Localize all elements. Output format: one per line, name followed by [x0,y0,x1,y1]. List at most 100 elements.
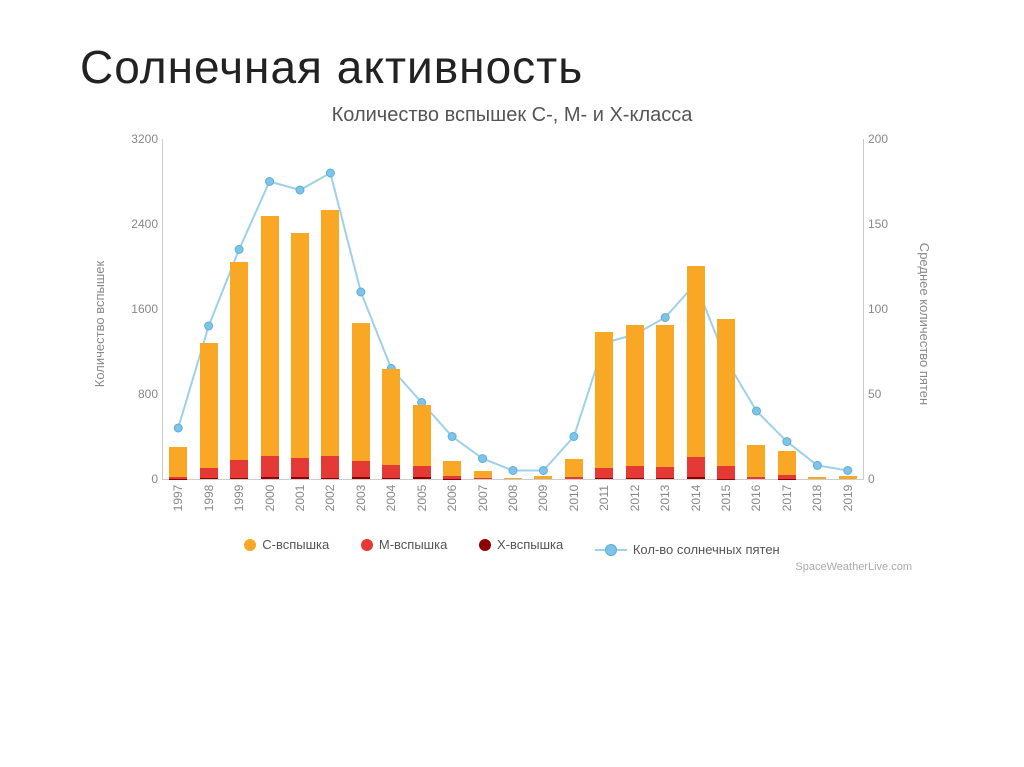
ytick-left: 0 [123,472,158,486]
xtick: 1999 [232,485,246,512]
ytick-right: 150 [868,217,903,231]
bar-group [656,325,674,479]
sunspots-marker [448,433,456,441]
bar-c [595,332,613,468]
bar-x [687,477,705,479]
legend-label-c: C-вспышка [262,537,329,552]
chart-title: Количество вспышек C-, M- и X-класса [102,104,922,127]
bar-c [808,477,826,479]
xtick: 2014 [689,485,703,512]
sunspots-marker [296,186,304,194]
xtick: 2012 [628,485,642,512]
bar-c [687,266,705,457]
sunspots-marker [783,438,791,446]
bar-c [474,471,492,478]
bar-c [200,343,218,468]
sunspots-marker [266,178,274,186]
xtick: 2000 [263,485,277,512]
xtick: 2017 [780,485,794,512]
bar-c [382,369,400,465]
bar-x [261,477,279,479]
xtick: 2007 [476,485,490,512]
bar-group [687,266,705,479]
ytick-left: 800 [123,387,158,401]
xtick: 2003 [354,485,368,512]
xtick: 2002 [323,485,337,512]
xtick: 2010 [567,485,581,512]
sunspots-marker [813,461,821,469]
bar-group [291,233,309,480]
xtick: 2011 [597,485,611,511]
bar-m [413,466,431,477]
sunspots-marker [235,246,243,254]
legend-swatch-x [479,539,491,551]
bar-group [565,459,583,479]
plot-region: 0800160024003200050100150200199719981999… [162,139,864,480]
sunspots-line [178,173,848,471]
bar-group [413,405,431,479]
bar-group [321,210,339,479]
bar-group [747,445,765,479]
xtick: 2009 [536,485,550,512]
xtick: 2013 [658,485,672,512]
slide-title: Солнечная активность [80,40,1024,94]
xtick: 2015 [719,485,733,512]
xtick: 2005 [415,485,429,512]
bar-x [321,478,339,479]
legend-m-flare: M-вспышка [361,537,447,552]
ytick-right: 0 [868,472,903,486]
ytick-right: 200 [868,132,903,146]
bar-group [778,451,796,479]
bar-x [200,478,218,479]
bar-x [595,478,613,479]
bar-x [413,477,431,479]
xtick: 1997 [171,485,185,512]
bar-m [687,457,705,477]
bar-x [382,478,400,479]
credit-text: SpaceWeatherLive.com [102,561,922,573]
bar-c [747,445,765,477]
sunspots-marker [844,467,852,475]
bar-c [230,262,248,460]
bar-c [717,319,735,466]
bar-c [504,478,522,479]
bar-c [291,233,309,458]
bar-m [595,468,613,479]
ytick-right: 50 [868,387,903,401]
legend-swatch-m [361,539,373,551]
bar-c [778,451,796,475]
bar-c [352,323,370,461]
bar-c [839,476,857,479]
legend-line-icon [595,544,627,556]
sunspots-marker [661,314,669,322]
bar-group [382,369,400,479]
sunspots-marker [357,288,365,296]
bar-group [626,325,644,479]
bar-x [626,478,644,479]
bar-group [443,461,461,479]
bar-m [717,466,735,479]
legend-label-sunspots: Кол-во солнечных пятен [633,542,780,557]
sunspots-marker [479,455,487,463]
sunspots-marker [509,467,517,475]
bar-group [717,319,735,479]
bar-m [352,461,370,477]
sunspots-marker [326,169,334,177]
xtick: 2019 [841,485,855,512]
xtick: 2004 [384,485,398,512]
sunspots-marker [174,424,182,432]
legend: C-вспышка M-вспышка X-вспышка Кол-во сол… [102,537,922,557]
sunspots-marker [539,467,547,475]
bar-m [321,456,339,477]
legend-swatch-c [244,539,256,551]
legend-label-m: M-вспышка [379,537,447,552]
bar-m [230,460,248,478]
bar-c [321,210,339,457]
bar-group [169,447,187,479]
bar-c [656,325,674,467]
sunspots-marker [205,322,213,330]
bar-group [534,476,552,479]
xtick: 2016 [749,485,763,512]
bar-group [230,262,248,479]
legend-x-flare: X-вспышка [479,537,563,552]
